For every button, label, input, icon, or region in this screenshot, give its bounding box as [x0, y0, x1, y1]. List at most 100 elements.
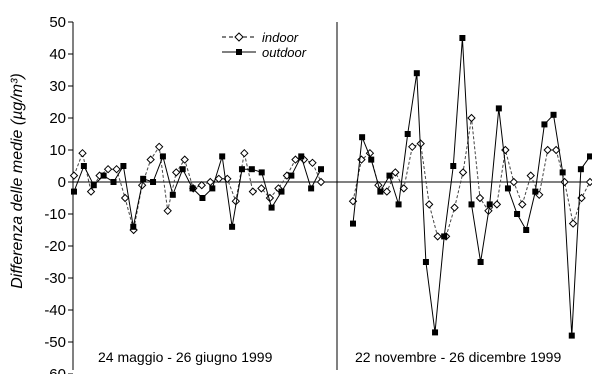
y-tick-label: 30 — [49, 78, 66, 95]
data-point-indoor — [257, 184, 266, 193]
data-point-indoor — [518, 200, 527, 209]
data-point-outdoor — [587, 153, 592, 160]
data-point-outdoor — [169, 191, 176, 198]
data-point-outdoor — [559, 169, 566, 176]
data-point-outdoor — [100, 172, 107, 179]
data-point-outdoor — [159, 153, 166, 160]
y-tick-label: -30 — [44, 270, 66, 287]
y-tick-label: -10 — [44, 206, 66, 223]
data-point-indoor — [248, 187, 258, 196]
data-point-indoor — [450, 203, 459, 212]
data-point-outdoor — [350, 220, 356, 227]
data-point-outdoor — [504, 185, 511, 192]
series-layer — [69, 35, 592, 339]
data-point-indoor — [424, 200, 434, 209]
y-tick-label: -60 — [44, 366, 66, 374]
data-point-indoor — [103, 164, 113, 174]
legend-outdoor-label: outdoor — [262, 45, 307, 60]
data-point-outdoor — [477, 259, 484, 265]
data-point-indoor — [308, 158, 317, 168]
data-point-outdoor — [486, 201, 493, 208]
data-point-indoor — [568, 219, 578, 228]
data-point-outdoor — [80, 163, 87, 169]
data-point-outdoor — [459, 35, 466, 41]
data-point-outdoor — [229, 223, 236, 230]
data-point-outdoor — [248, 166, 255, 173]
data-point-outdoor — [368, 156, 375, 163]
legend-outdoor-marker — [236, 49, 242, 55]
series-indoor — [69, 113, 592, 241]
data-point-indoor — [154, 142, 164, 152]
data-point-indoor — [274, 184, 283, 193]
data-point-outdoor — [130, 223, 137, 230]
data-point-outdoor — [395, 201, 402, 208]
data-point-outdoor — [318, 166, 324, 173]
data-point-outdoor — [209, 185, 216, 192]
data-point-outdoor — [219, 153, 226, 160]
data-point-outdoor — [550, 111, 557, 118]
data-point-indoor — [408, 142, 417, 152]
data-point-indoor — [206, 177, 215, 187]
y-tick-label: 0 — [58, 174, 66, 191]
data-point-indoor — [112, 164, 121, 174]
y-tick-label: -40 — [44, 302, 66, 319]
data-point-outdoor — [308, 185, 315, 192]
series-outdoor — [71, 35, 592, 339]
data-point-indoor — [399, 184, 408, 193]
data-point-indoor — [585, 177, 592, 187]
data-point-outdoor — [140, 175, 147, 182]
y-axis-title: Differenza delle medie (µg/m³) — [9, 73, 26, 289]
data-point-outdoor — [71, 188, 77, 195]
data-point-outdoor — [495, 105, 502, 112]
data-point-outdoor — [199, 195, 206, 201]
data-point-outdoor — [413, 70, 420, 77]
data-point-indoor — [467, 113, 476, 123]
y-tick-label: 50 — [49, 14, 66, 31]
data-point-outdoor — [450, 163, 457, 169]
data-point-outdoor — [404, 131, 411, 137]
data-point-outdoor — [258, 169, 265, 176]
data-point-indoor — [69, 171, 79, 180]
data-point-indoor — [197, 180, 206, 190]
data-point-outdoor — [386, 172, 393, 179]
axes: 50 40 30 20 10 0 -10 -20 -30 -40 -50 -60 — [44, 14, 592, 374]
data-point-outdoor — [90, 182, 97, 189]
data-point-outdoor — [120, 163, 127, 169]
data-point-outdoor — [238, 166, 245, 173]
data-point-outdoor — [150, 179, 157, 185]
data-point-outdoor — [268, 204, 275, 211]
data-point-indoor — [86, 187, 96, 196]
period-label-summer: 24 maggio - 26 giugno 1999 — [98, 349, 273, 365]
data-point-indoor — [509, 177, 519, 187]
y-tick-label: -20 — [44, 238, 66, 255]
legend-indoor-marker — [234, 32, 244, 42]
y-tick-label: 20 — [49, 110, 66, 127]
data-point-indoor — [492, 200, 502, 209]
data-point-indoor — [291, 155, 300, 164]
data-point-outdoor — [189, 185, 196, 192]
data-point-outdoor — [110, 179, 117, 185]
data-point-outdoor — [468, 201, 475, 208]
data-point-indoor — [475, 193, 485, 203]
data-point-outdoor — [523, 227, 530, 233]
data-point-outdoor — [432, 329, 439, 336]
data-point-indoor — [120, 193, 130, 203]
data-point-outdoor — [532, 188, 539, 195]
data-point-outdoor — [298, 153, 305, 160]
data-point-outdoor — [278, 188, 285, 195]
data-point-indoor — [240, 148, 249, 158]
data-point-indoor — [163, 206, 172, 216]
data-point-outdoor — [422, 259, 429, 265]
data-point-outdoor — [359, 134, 366, 141]
data-point-outdoor — [514, 211, 521, 217]
legend-indoor-label: indoor — [262, 30, 299, 45]
y-tick-label: 10 — [49, 142, 66, 159]
data-point-indoor — [214, 174, 224, 184]
data-point-outdoor — [288, 172, 295, 179]
data-point-outdoor — [179, 166, 186, 173]
data-point-indoor — [171, 168, 181, 177]
data-point-indoor — [146, 155, 155, 164]
data-point-outdoor — [377, 188, 384, 195]
data-point-indoor — [543, 145, 552, 155]
